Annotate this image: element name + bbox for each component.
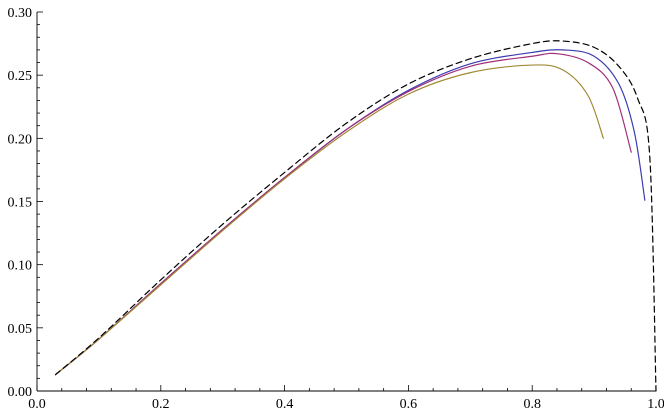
x-tick-label: 0.0 [28, 397, 46, 412]
series-line-1 [54, 40, 657, 392]
x-tick-label: 0.2 [152, 397, 170, 412]
y-tick-label: 0.15 [8, 196, 33, 211]
y-tick-label: 0.25 [8, 69, 33, 84]
y-tick-label: 0.20 [8, 132, 33, 147]
axes: 0.0 0.2 0.4 0.6 0.8 1.0 0.00 0.05 0.10 0.15 0.20 0.… [8, 6, 664, 412]
series-line-3 [54, 52, 632, 376]
x-tick-label: 0.6 [400, 397, 418, 412]
series-line-2 [54, 49, 646, 376]
x-tick-label: 0.8 [523, 397, 541, 412]
x-tick-label: 1.0 [647, 397, 664, 412]
y-tick-label: 0.30 [8, 6, 33, 21]
series-line-4 [54, 64, 604, 376]
x-tick-label: 0.4 [276, 397, 294, 412]
y-tick-label: 0.05 [8, 322, 33, 337]
y-tick-label: 0.00 [8, 385, 33, 400]
series-layer [54, 40, 657, 392]
y-tick-label: 0.10 [8, 259, 33, 274]
